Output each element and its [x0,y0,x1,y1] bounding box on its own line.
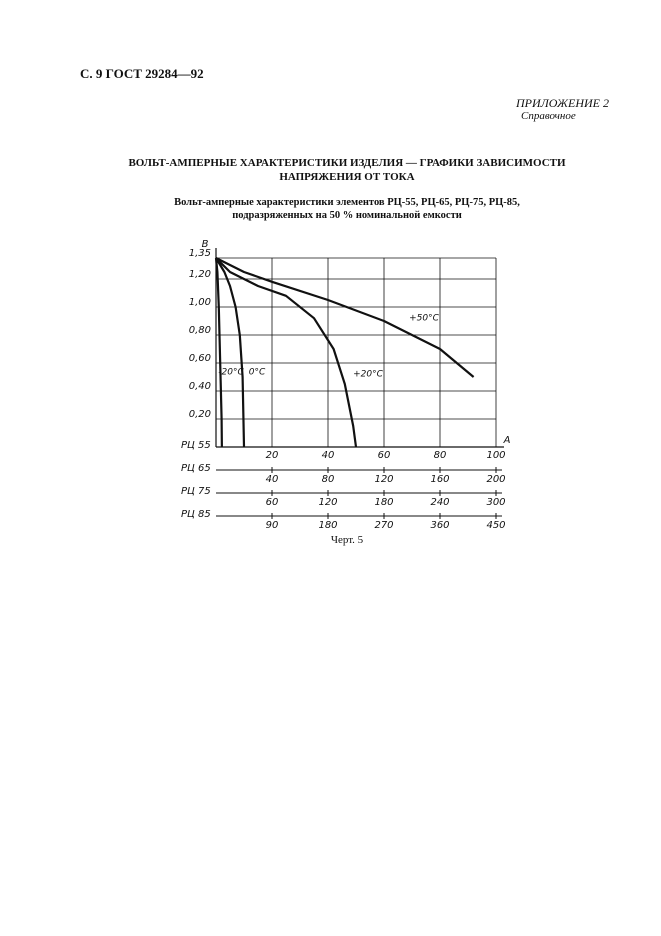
curve-label: +20°C [353,370,383,380]
figure-caption: Черт. 5 [330,534,364,546]
x-tick-label: 40 [322,450,335,461]
y-tick-label: 1,00 [189,297,211,308]
x-axis-label: А [503,435,511,446]
scale-tick-label: 180 [318,520,337,531]
y-tick-label: 0,40 [189,381,211,392]
scale-name: РЦ 85 [181,509,211,520]
y-axis-label: В [202,239,209,250]
subtitle-line: Вольт-амперные характеристики элементов … [174,197,520,208]
scale-tick-label: 450 [486,520,505,531]
page-header: С. 9 ГОСТ 29284—92 [80,66,204,81]
curve [215,257,475,378]
chart: 0,20 0,40 0,60 0,80 1,00 1,20 1,35 20 40 60 80 100 В… [181,239,511,531]
curve-label: -20°C [218,368,244,378]
scale-name: РЦ 55 [181,440,211,451]
curve [215,257,246,448]
scale-tick-label: 160 [430,474,449,485]
y-tick-label: 1,20 [189,269,211,280]
y-tick-label: 0,80 [189,325,211,336]
x-tick-label: 20 [266,450,279,461]
scale-tick-label: 300 [486,497,505,508]
title-line: ВОЛЬТ-АМПЕРНЫЕ ХАРАКТЕРИСТИКИ ИЗДЕЛИЯ — … [128,157,566,169]
scale-tick-label: 180 [374,497,393,508]
x-tick-label: 60 [378,450,391,461]
scale-tick-label: 120 [374,474,393,485]
scale-tick-label: 90 [266,520,279,531]
scale-tick-label: 360 [430,520,449,531]
subtitle-line: подразряженных на 50 % номинальной емкос… [232,210,462,221]
curve [214,257,223,448]
scale-tick-label: 270 [374,520,393,531]
x-tick-label: 100 [486,450,505,461]
scale-tick-label: 240 [430,497,449,508]
y-tick-label: 0,20 [189,409,211,420]
appendix-note: Справочное [521,110,576,122]
appendix-label: ПРИЛОЖЕНИЕ 2 [516,96,609,110]
scale-tick-label: 40 [266,474,279,485]
scale-tick-label: 60 [266,497,279,508]
scale-name: РЦ 65 [181,463,211,474]
scale-tick-label: 120 [318,497,337,508]
curve-label: 0°C [249,368,266,378]
title-line: НАПРЯЖЕНИЯ ОТ ТОКА [279,171,415,183]
scale-tick-label: 80 [322,474,335,485]
scale-name: РЦ 75 [181,486,211,497]
scale-tick-label: 200 [486,474,505,485]
x-tick-label: 80 [434,450,447,461]
y-tick-label: 1,35 [189,248,211,259]
y-tick-label: 0,60 [189,353,211,364]
curve-label: +50°C [409,314,439,324]
curve [215,257,358,448]
